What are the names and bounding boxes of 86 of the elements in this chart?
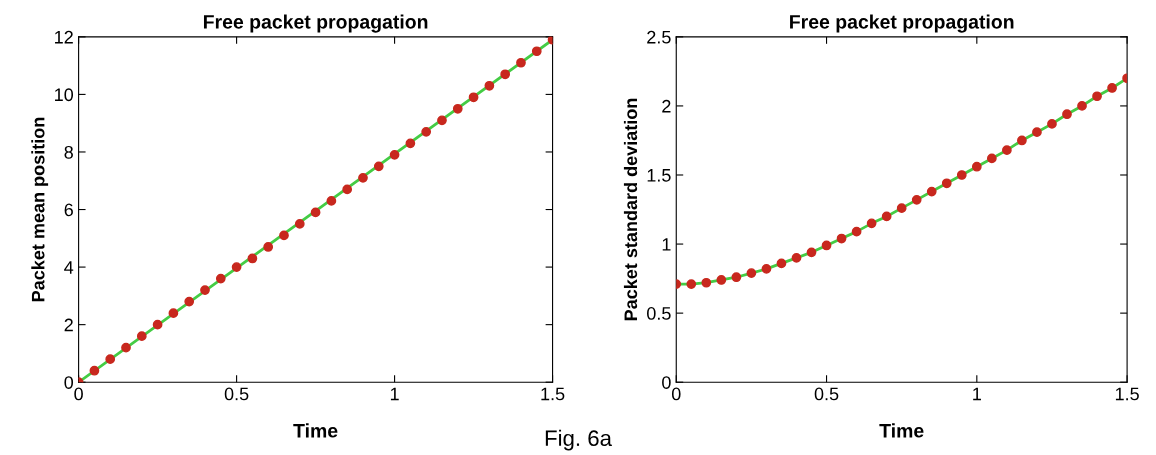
point <box>866 218 877 229</box>
point <box>184 296 195 307</box>
y-tick-label: 4 <box>64 261 74 274</box>
point <box>294 219 305 229</box>
x-tick-label: 0.5 <box>814 387 839 401</box>
point <box>373 161 384 172</box>
y-tick-label: 0.5 <box>647 307 671 320</box>
point <box>986 153 997 164</box>
point <box>484 80 495 91</box>
point <box>776 258 787 269</box>
y-tick-label: 1 <box>662 238 671 251</box>
point <box>1062 109 1072 120</box>
point <box>1002 145 1012 155</box>
point <box>247 253 258 264</box>
point <box>105 354 116 365</box>
point <box>136 331 147 342</box>
point <box>941 178 952 189</box>
y-tick-label: 10 <box>55 88 74 102</box>
point <box>836 233 847 244</box>
point <box>89 365 100 376</box>
y-tick-label: 2 <box>64 318 73 332</box>
point <box>1077 101 1087 111</box>
point <box>1107 83 1117 93</box>
x-tick-label: 1.5 <box>541 387 565 401</box>
point <box>1032 127 1042 138</box>
point <box>896 203 907 214</box>
x-tick-label: 1.5 <box>1115 387 1139 401</box>
point <box>806 247 817 258</box>
point <box>263 242 274 252</box>
x-axis-title: Time <box>879 423 924 438</box>
point <box>746 268 757 278</box>
point <box>516 57 526 68</box>
point <box>531 46 542 57</box>
point <box>926 186 937 197</box>
x-tick-label: 1 <box>390 387 399 401</box>
point <box>310 207 321 218</box>
point <box>389 149 400 160</box>
y-tick-label: 2 <box>662 99 671 113</box>
point <box>686 279 697 289</box>
point <box>200 285 210 295</box>
point <box>452 103 463 114</box>
point <box>168 308 179 318</box>
point <box>500 69 511 80</box>
point <box>215 273 226 284</box>
point <box>911 194 922 205</box>
chart-title: Free packet propagation <box>790 14 1014 33</box>
point <box>1092 91 1102 102</box>
y-tick-label: 0 <box>662 376 671 389</box>
point <box>342 184 353 195</box>
point <box>468 92 479 103</box>
point <box>821 240 832 251</box>
point <box>437 115 447 126</box>
point <box>1047 119 1057 129</box>
y-tick-label: 8 <box>64 145 73 159</box>
point <box>152 319 163 330</box>
point <box>881 211 892 222</box>
y-tick-label: 6 <box>64 203 73 217</box>
x-tick-label: 1 <box>973 387 981 401</box>
point <box>121 342 131 353</box>
point <box>421 126 432 137</box>
y-tick-label: 2.5 <box>647 30 671 44</box>
y-tick-label: 0 <box>64 376 74 389</box>
y-axis-title: Packet standard deviation <box>623 98 638 321</box>
caption: Fig. 6a <box>545 429 612 451</box>
point <box>761 264 772 274</box>
point <box>326 196 337 206</box>
point <box>716 275 727 285</box>
chart-title: Free packet propagation <box>203 14 428 33</box>
point <box>701 277 712 288</box>
point <box>971 161 982 172</box>
point <box>851 226 862 237</box>
point <box>279 230 289 241</box>
point <box>1017 135 1027 146</box>
point <box>956 170 967 180</box>
x-tick-label: 0.5 <box>224 387 249 401</box>
x-tick-label: 0 <box>671 387 681 401</box>
point <box>405 138 416 149</box>
point <box>358 173 368 183</box>
point <box>791 253 802 263</box>
x-axis-title: Time <box>293 423 338 438</box>
y-axis-title: Packet mean position <box>31 117 49 302</box>
point <box>231 262 242 272</box>
x-tick-label: 0 <box>74 387 83 401</box>
y-tick-label: 12 <box>55 30 73 44</box>
y-tick-label: 1.5 <box>647 169 671 182</box>
point <box>731 272 742 283</box>
